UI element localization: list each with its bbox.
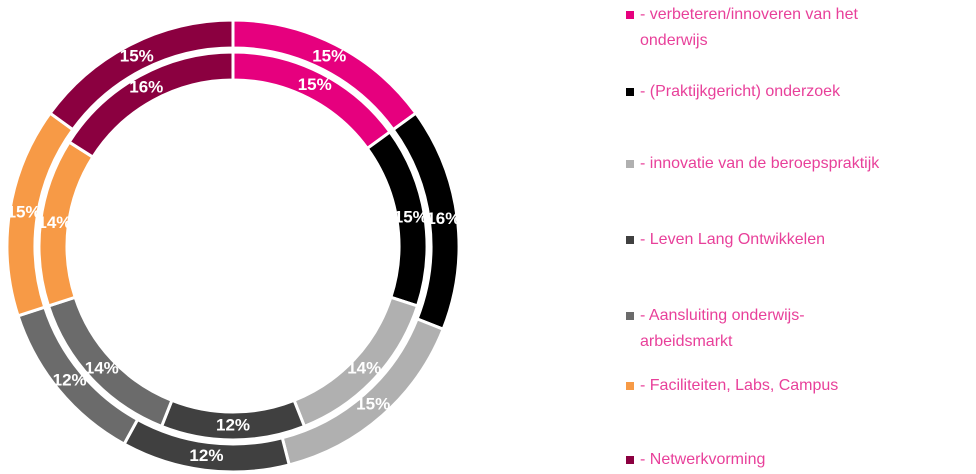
data-label: 15% xyxy=(356,395,390,414)
legend-item: - Faciliteiten, Labs, Campus xyxy=(622,373,952,399)
data-label: 12% xyxy=(53,371,87,390)
legend-label: - verbeteren/innoveren van het onderwijs xyxy=(640,6,858,49)
legend-swatch xyxy=(626,456,634,464)
legend-label: - (Praktijkgericht) onderzoek xyxy=(640,83,841,100)
donut-segment xyxy=(67,50,235,160)
legend-item: - (Praktijkgericht) onderzoek xyxy=(622,79,952,105)
legend-item: - Leven Lang Ontwikkelen xyxy=(622,227,952,253)
data-label: 12% xyxy=(216,415,250,434)
legend-label: - Faciliteiten, Labs, Campus xyxy=(640,377,839,394)
data-label: 14% xyxy=(347,359,381,378)
data-label: 14% xyxy=(37,213,71,232)
data-label: 16% xyxy=(129,78,163,97)
data-label: 12% xyxy=(189,446,223,465)
legend-item: - Netwerkvorming xyxy=(622,447,952,473)
data-label: 15% xyxy=(7,202,41,221)
legend-item: - verbeteren/innoveren van het onderwijs xyxy=(622,2,922,54)
legend: - verbeteren/innoveren van het onderwijs… xyxy=(622,0,976,474)
legend-swatch xyxy=(626,312,634,320)
legend-swatch xyxy=(626,160,634,168)
data-label: 15% xyxy=(120,47,154,66)
data-label: 15% xyxy=(298,75,332,94)
data-label: 15% xyxy=(312,47,346,66)
donut-segment xyxy=(48,18,235,132)
legend-item: - innovatie van de beroepspraktijk xyxy=(622,151,952,177)
chart: 15%16%15%12%12%15%15%15%15%14%12%14%14%1… xyxy=(5,18,461,474)
legend-label: - Leven Lang Ontwikkelen xyxy=(640,231,825,248)
legend-label: - innovatie van de beroepspraktijk xyxy=(640,155,880,172)
data-label: 16% xyxy=(426,209,460,228)
legend-swatch xyxy=(626,11,634,19)
data-label: 14% xyxy=(85,359,119,378)
legend-swatch xyxy=(626,382,634,390)
legend-swatch xyxy=(626,88,634,96)
data-label: 15% xyxy=(394,207,428,226)
legend-label: - Netwerkvorming xyxy=(640,451,766,468)
legend-swatch xyxy=(626,236,634,244)
legend-item: - Aansluiting onderwijs-arbeidsmarkt xyxy=(622,303,872,355)
legend-label: - Aansluiting onderwijs-arbeidsmarkt xyxy=(640,307,805,350)
